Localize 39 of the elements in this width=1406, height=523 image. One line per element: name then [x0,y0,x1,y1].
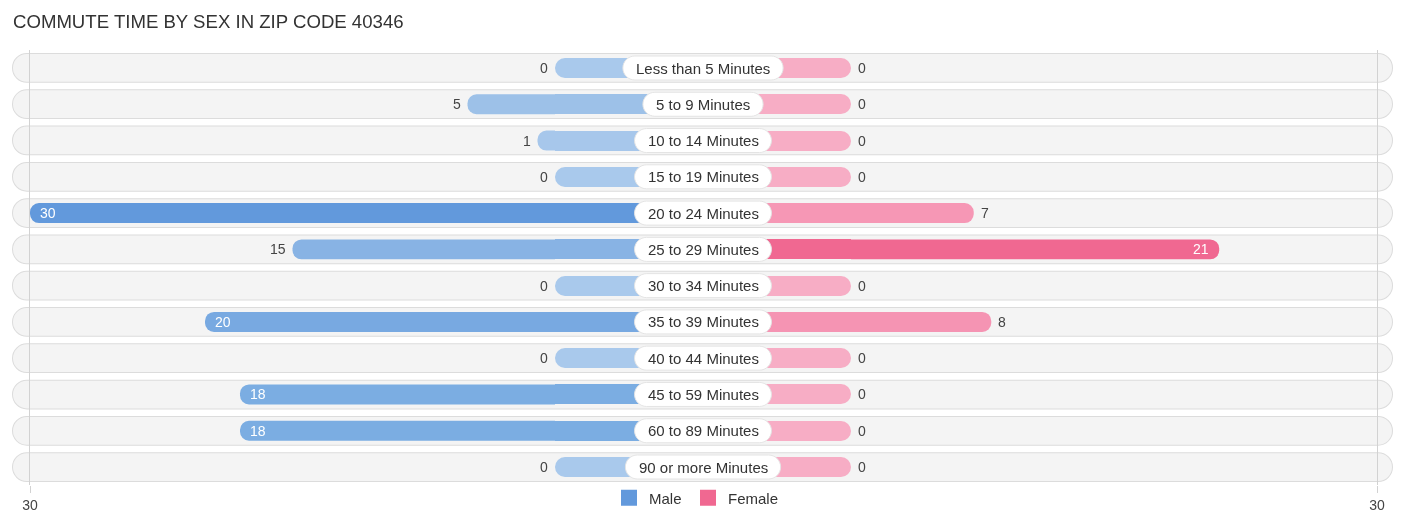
data-label: 0 [540,459,548,475]
data-label: 30 [40,205,56,221]
y-tick-label: 10 to 14 Minutes [648,132,759,149]
data-label: 5 [453,96,461,112]
y-tick-label: 25 to 29 Minutes [648,241,759,258]
data-label: 0 [858,423,866,439]
y-tick-label: 15 to 19 Minutes [648,168,759,185]
data-label: 0 [540,350,548,366]
legend-label: Male [649,489,682,507]
data-label: 0 [540,278,548,294]
data-label: 18 [250,386,266,402]
data-label: 0 [858,96,866,112]
data-label: 0 [858,459,866,475]
data-label: 0 [858,169,866,185]
data-label: 0 [858,386,866,402]
data-label: 0 [858,133,866,149]
y-tick-label: 45 to 59 Minutes [648,386,759,403]
data-label: 0 [540,60,548,76]
data-label: 1 [523,133,531,149]
data-label: 21 [1193,241,1209,257]
data-label: 0 [858,350,866,366]
data-label: 0 [858,60,866,76]
y-tick-label: 20 to 24 Minutes [648,205,759,222]
data-label: 7 [981,205,989,221]
chart-title: COMMUTE TIME BY SEX IN ZIP CODE 40346 [13,10,404,32]
data-label: 0 [540,169,548,185]
y-tick-label: 5 to 9 Minutes [656,96,751,113]
data-label: 18 [250,423,266,439]
y-tick-label: Less than 5 Minutes [636,60,771,77]
y-tick-label: 90 or more Minutes [639,459,769,476]
data-label: 0 [858,278,866,294]
y-tick-label: 60 to 89 Minutes [648,422,759,439]
y-tick-label: 30 to 34 Minutes [648,277,759,294]
data-label: 15 [270,241,286,257]
data-label: 20 [215,314,231,330]
y-tick-label: 35 to 39 Minutes [648,313,759,330]
y-tick-label: 40 to 44 Minutes [648,350,759,367]
data-label: 8 [998,314,1006,330]
legend-label: Female [728,489,779,507]
